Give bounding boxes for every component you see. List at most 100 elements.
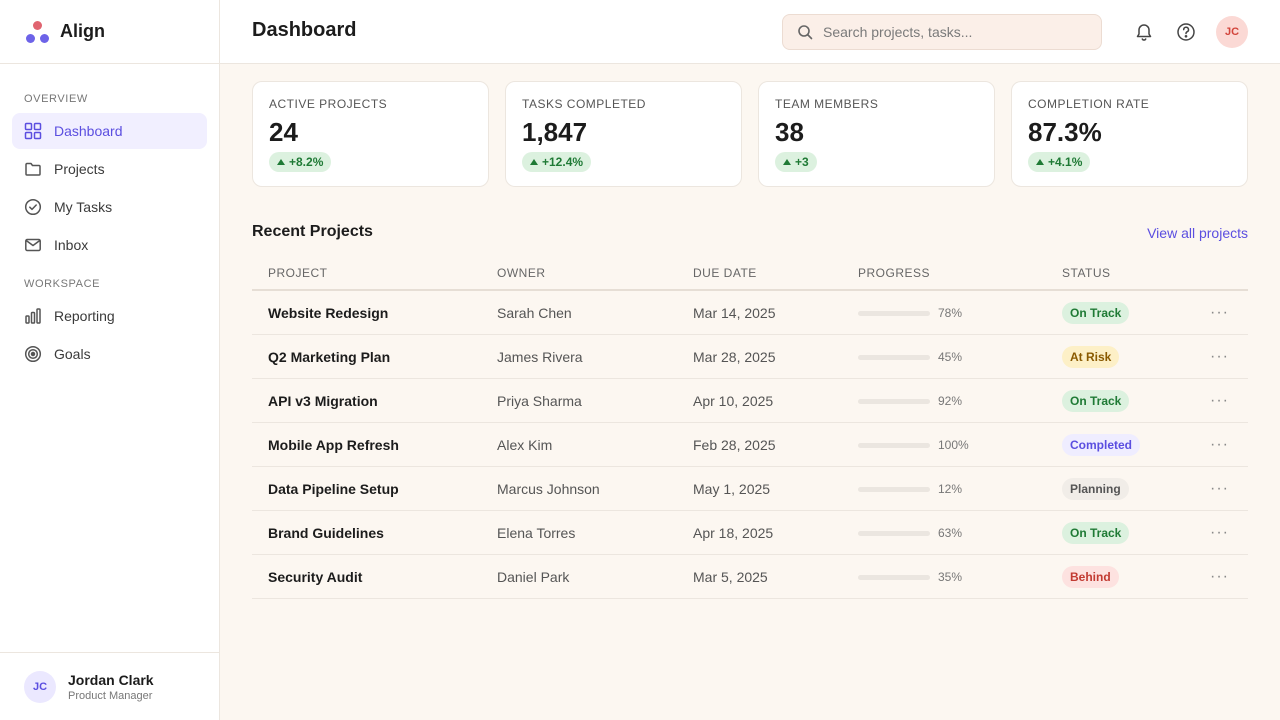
projects-table: PROJECT OWNER DUE DATE PROGRESS STATUS W… — [252, 256, 1248, 599]
progress-bar — [858, 354, 930, 360]
column-header-owner[interactable]: OWNER — [497, 266, 546, 280]
status-badge: Completed — [1062, 434, 1141, 456]
more-horizontal-icon: ··· — [1210, 568, 1229, 585]
stat-card-tasks-completed: TASKS COMPLETED 1,847 +12.4% — [505, 81, 742, 187]
sidebar-item-inbox[interactable]: Inbox — [12, 227, 207, 263]
progress-cell: 12% — [858, 467, 962, 511]
table-row[interactable]: Mobile App Refresh Alex Kim Feb 28, 2025 10… — [252, 423, 1248, 467]
top-header: Dashboard JC — [220, 0, 1280, 64]
sidebar-item-projects[interactable]: Projects — [12, 151, 207, 187]
user-role: Product Manager — [68, 689, 153, 702]
status-cell: Completed — [1062, 423, 1141, 467]
grid-icon — [24, 122, 42, 140]
status-badge: At Risk — [1062, 346, 1120, 368]
search-input[interactable] — [823, 24, 1083, 40]
sidebar-item-label: Reporting — [54, 308, 115, 324]
status-badge: Behind — [1062, 566, 1119, 588]
table-row[interactable]: Brand Guidelines Elena Torres Apr 18, 2025… — [252, 511, 1248, 555]
project-name[interactable]: API v3 Migration — [268, 393, 378, 409]
stat-delta-badge: +12.4% — [522, 152, 592, 172]
sidebar-item-my-tasks[interactable]: My Tasks — [12, 189, 207, 225]
check-circle-icon — [24, 198, 42, 216]
column-header-status[interactable]: STATUS — [1062, 266, 1111, 280]
project-owner: Daniel Park — [497, 569, 570, 585]
user-profile[interactable]: JC Jordan Clark Product Manager — [0, 652, 219, 720]
progress-percent: 45% — [938, 350, 963, 364]
bell-icon — [1136, 24, 1152, 41]
stat-delta: +8.2% — [289, 155, 324, 169]
stat-delta: +12.4% — [542, 155, 584, 169]
sidebar-item-reporting[interactable]: Reporting — [12, 298, 207, 334]
sidebar-item-label: Goals — [54, 346, 91, 362]
table-row[interactable]: Security Audit Daniel Park Mar 5, 2025 35% B… — [252, 555, 1248, 599]
user-name: Jordan Clark — [68, 671, 154, 688]
stat-card-team-members: TEAM MEMBERS 38 +3 — [758, 81, 995, 187]
table-row[interactable]: API v3 Migration Priya Sharma Apr 10, 2025… — [252, 379, 1248, 423]
project-name[interactable]: Brand Guidelines — [268, 525, 384, 541]
project-owner: James Rivera — [497, 349, 583, 365]
status-badge: On Track — [1062, 522, 1130, 544]
stat-delta-badge: +4.1% — [1028, 152, 1091, 172]
arrow-up-icon — [1036, 159, 1044, 165]
progress-bar — [858, 574, 930, 580]
column-header-progress[interactable]: PROGRESS — [858, 266, 931, 280]
project-owner: Sarah Chen — [497, 305, 572, 321]
project-owner: Priya Sharma — [497, 393, 582, 409]
search-icon — [798, 25, 813, 40]
more-actions-button[interactable]: ··· — [1210, 555, 1229, 599]
view-all-projects-link[interactable]: View all projects — [1147, 225, 1248, 241]
more-actions-button[interactable]: ··· — [1210, 291, 1229, 335]
project-name[interactable]: Data Pipeline Setup — [268, 481, 399, 497]
help-button[interactable] — [1175, 21, 1197, 43]
column-header-due-date[interactable]: DUE DATE — [693, 266, 757, 280]
progress-cell: 35% — [858, 555, 962, 599]
more-horizontal-icon: ··· — [1210, 524, 1229, 541]
more-horizontal-icon: ··· — [1210, 304, 1229, 321]
stat-label: ACTIVE PROJECTS — [269, 97, 388, 111]
more-horizontal-icon: ··· — [1210, 392, 1229, 409]
sidebar-item-label: Projects — [54, 161, 105, 177]
table-row[interactable]: Q2 Marketing Plan James Rivera Mar 28, 202… — [252, 335, 1248, 379]
sidebar-item-dashboard[interactable]: Dashboard — [12, 113, 207, 149]
user-avatar-button[interactable]: JC — [1216, 16, 1248, 48]
target-icon — [24, 345, 42, 363]
stat-value: 24 — [269, 117, 298, 147]
progress-bar — [858, 310, 930, 316]
more-actions-button[interactable]: ··· — [1210, 467, 1229, 511]
progress-bar — [858, 398, 930, 404]
stat-value: 38 — [775, 117, 804, 147]
table-row[interactable]: Data Pipeline Setup Marcus Johnson May 1, … — [252, 467, 1248, 511]
more-horizontal-icon: ··· — [1210, 436, 1229, 453]
table-row[interactable]: Website Redesign Sarah Chen Mar 14, 2025 78… — [252, 291, 1248, 335]
sidebar-item-label: My Tasks — [54, 199, 113, 215]
search-box[interactable] — [782, 14, 1102, 50]
due-date: Apr 10, 2025 — [693, 393, 774, 409]
table-header: PROJECT OWNER DUE DATE PROGRESS STATUS — [252, 256, 1248, 291]
brand[interactable]: Align — [0, 0, 219, 64]
due-date: May 1, 2025 — [693, 481, 771, 497]
avatar: JC — [24, 670, 56, 703]
more-actions-button[interactable]: ··· — [1210, 335, 1229, 379]
project-owner: Alex Kim — [497, 437, 553, 453]
notifications-button[interactable] — [1133, 21, 1155, 43]
more-actions-button[interactable]: ··· — [1210, 379, 1229, 423]
more-actions-button[interactable]: ··· — [1210, 423, 1229, 467]
project-name[interactable]: Security Audit — [268, 569, 363, 585]
progress-percent: 63% — [938, 526, 963, 540]
arrow-up-icon — [277, 159, 285, 165]
project-name[interactable]: Website Redesign — [268, 305, 389, 321]
progress-cell: 45% — [858, 335, 962, 379]
column-header-project[interactable]: PROJECT — [268, 266, 328, 280]
progress-percent: 12% — [938, 482, 963, 496]
sidebar: Align OVERVIEW Dashboard Projects My Tas… — [0, 0, 220, 720]
status-cell: At Risk — [1062, 335, 1120, 379]
nav-section-workspace: WORKSPACE — [24, 278, 101, 290]
stat-delta: +4.1% — [1048, 155, 1083, 169]
sidebar-item-goals[interactable]: Goals — [12, 336, 207, 372]
due-date: Apr 18, 2025 — [693, 525, 774, 541]
more-actions-button[interactable]: ··· — [1210, 511, 1229, 555]
brand-name: Align — [60, 21, 105, 41]
project-name[interactable]: Q2 Marketing Plan — [268, 349, 391, 365]
bar-chart-icon — [25, 308, 41, 324]
project-name[interactable]: Mobile App Refresh — [268, 437, 399, 453]
